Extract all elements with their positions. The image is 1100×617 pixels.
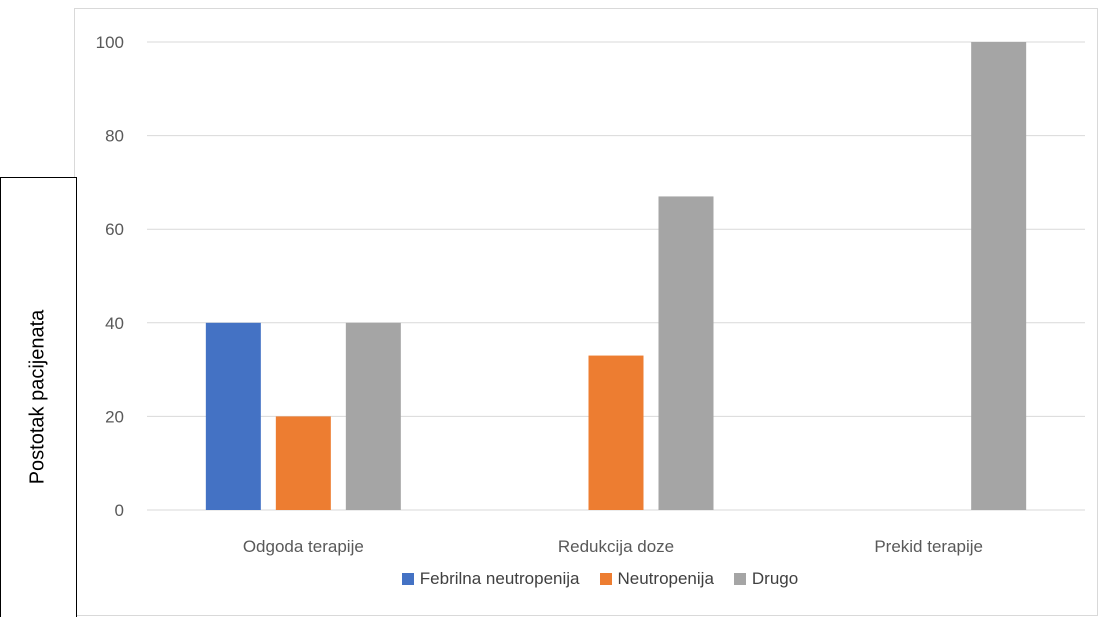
x-tick-label: Odgoda terapije [243, 537, 364, 556]
y-tick-label: 60 [105, 220, 124, 239]
legend-swatch [599, 573, 612, 585]
x-tick-label: Redukcija doze [558, 537, 674, 556]
y-tick-label: 80 [105, 127, 124, 146]
legend-label: Febrilna neutropenija [419, 569, 580, 588]
y-tick-label: 40 [105, 314, 124, 333]
legend-swatch [733, 573, 746, 585]
bar [345, 322, 401, 510]
bar [971, 42, 1027, 510]
legend-swatch [401, 573, 414, 585]
legend-item-febrilna-neutropenija: Febrilna neutropenija [401, 569, 580, 589]
legend-label: Drugo [751, 569, 799, 588]
bar [275, 416, 331, 510]
bar [205, 322, 261, 510]
y-tick-label: 100 [96, 33, 124, 52]
bar [588, 355, 644, 510]
legend: Febrilna neutropenija Neutropenija Drugo [0, 569, 1100, 589]
y-tick-label: 0 [115, 501, 124, 520]
y-tick-label: 20 [105, 407, 124, 426]
bar [658, 196, 714, 510]
legend-item-neutropenija: Neutropenija [599, 569, 714, 589]
legend-item-drugo: Drugo [733, 569, 799, 589]
x-tick-label: Prekid terapije [874, 537, 983, 556]
legend-label: Neutropenija [617, 569, 714, 588]
y-axis-title-box [0, 177, 77, 617]
